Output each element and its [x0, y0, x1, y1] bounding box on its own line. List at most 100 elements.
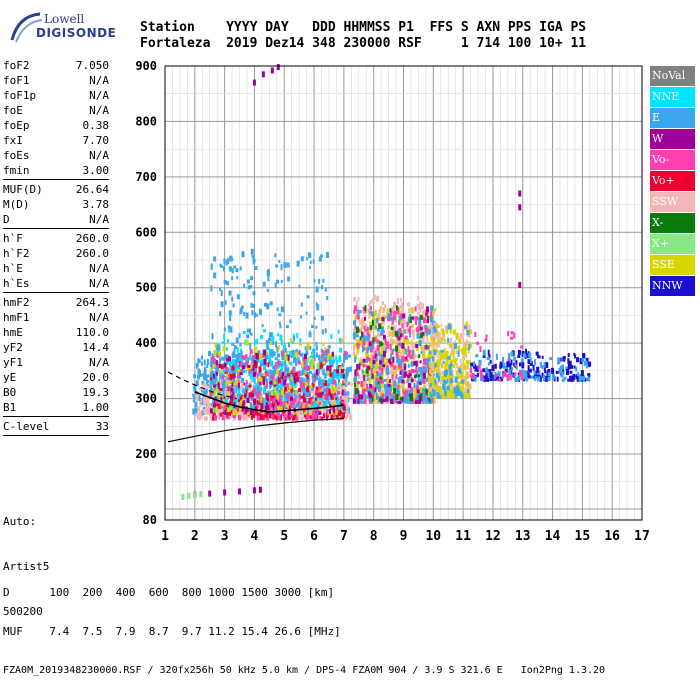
echo-mark	[452, 329, 456, 335]
echo-mark	[482, 349, 486, 356]
parameter-value: 3.00	[82, 164, 110, 177]
echo-mark	[354, 376, 357, 381]
echo-mark	[504, 368, 508, 373]
echo-mark	[315, 369, 318, 376]
echo-mark	[455, 370, 458, 376]
echo-mark	[289, 378, 292, 385]
echo-mark	[574, 354, 577, 359]
echo-mark	[364, 382, 368, 386]
echo-mark	[203, 398, 206, 405]
echo-mark	[532, 375, 535, 379]
echo-mark	[462, 362, 465, 366]
echo-mark	[263, 387, 266, 394]
echo-mark	[394, 386, 398, 393]
echo-mark	[198, 413, 202, 419]
echo-mark	[260, 403, 264, 410]
echo-mark	[348, 354, 352, 358]
echo-mark	[280, 389, 284, 396]
echo-mark	[335, 383, 338, 387]
echo-mark	[451, 374, 454, 381]
echo-mark	[543, 362, 546, 368]
echo-mark	[228, 328, 231, 333]
echo-mark	[273, 382, 276, 387]
echo-mark	[408, 389, 412, 395]
echo-mark	[579, 373, 583, 379]
echo-mark	[246, 398, 250, 404]
echo-mark	[374, 398, 377, 404]
echo-mark	[449, 378, 453, 384]
echo-mark	[358, 362, 362, 366]
echo-mark	[356, 349, 359, 355]
echo-mark	[573, 352, 576, 356]
parameter-value: N/A	[89, 74, 109, 87]
echo-mark	[387, 358, 391, 363]
echo-mark	[559, 357, 562, 362]
y-tick-label: 300	[135, 392, 157, 406]
echo-mark	[309, 384, 313, 388]
echo-mark	[272, 351, 276, 357]
echo-mark	[261, 380, 264, 384]
echo-mark	[293, 375, 296, 380]
echo-mark	[272, 401, 276, 407]
echo-mark	[249, 402, 252, 408]
echo-mark	[285, 353, 289, 358]
echo-mark	[299, 382, 302, 389]
echo-mark	[422, 372, 426, 379]
echo-mark	[407, 370, 411, 374]
trace-line	[167, 371, 237, 400]
echo-mark	[396, 310, 400, 315]
echo-mark	[414, 389, 418, 396]
echo-mark	[412, 342, 416, 347]
echo-mark	[245, 360, 249, 367]
echo-mark	[331, 376, 335, 382]
echo-mark	[272, 404, 275, 410]
echo-mark	[291, 402, 295, 409]
echo-mark	[255, 383, 258, 389]
echo-mark	[267, 337, 271, 343]
parameter-value: 7.70	[82, 134, 110, 147]
echo-mark	[215, 400, 219, 404]
echo-mark	[250, 371, 254, 378]
echo-mark	[385, 385, 388, 392]
echo-mark	[324, 411, 327, 415]
echo-mark	[440, 337, 443, 344]
echo-mark	[335, 397, 338, 401]
echo-mark	[380, 326, 384, 332]
echo-mark	[374, 347, 378, 354]
echo-mark	[521, 369, 525, 374]
echo-mark	[367, 366, 371, 371]
echo-mark	[419, 328, 423, 332]
echo-mark	[378, 355, 382, 360]
echo-mark	[455, 337, 458, 341]
echo-mark	[476, 367, 479, 373]
echo-mark	[329, 403, 332, 407]
echo-mark	[417, 330, 420, 336]
echo-mark	[316, 416, 320, 420]
echo-mark	[420, 303, 424, 310]
echo-mark	[422, 397, 425, 404]
echo-mark	[289, 350, 293, 356]
echo-mark	[477, 365, 481, 370]
echo-mark	[390, 331, 393, 336]
echo-mark	[339, 415, 342, 421]
echo-mark	[275, 387, 278, 391]
echo-mark	[587, 376, 591, 381]
echo-mark	[232, 377, 236, 383]
echo-mark	[363, 388, 367, 392]
echo-mark	[315, 345, 318, 350]
echo-mark	[330, 406, 334, 410]
echo-mark	[308, 397, 311, 404]
echo-mark	[449, 370, 453, 376]
echo-mark	[342, 356, 346, 361]
parameter-label: foF1	[3, 74, 30, 87]
echo-mark	[474, 331, 477, 337]
legend-entry-vo-: Vo-	[650, 150, 695, 170]
echo-mark	[406, 341, 410, 345]
echo-mark	[362, 339, 366, 346]
echo-mark	[492, 374, 495, 381]
parameter-row: fxI 7.70	[3, 133, 109, 148]
echo-mark	[196, 405, 200, 409]
echo-mark	[469, 374, 472, 378]
echo-mark	[375, 317, 379, 323]
data-point	[521, 362, 525, 369]
